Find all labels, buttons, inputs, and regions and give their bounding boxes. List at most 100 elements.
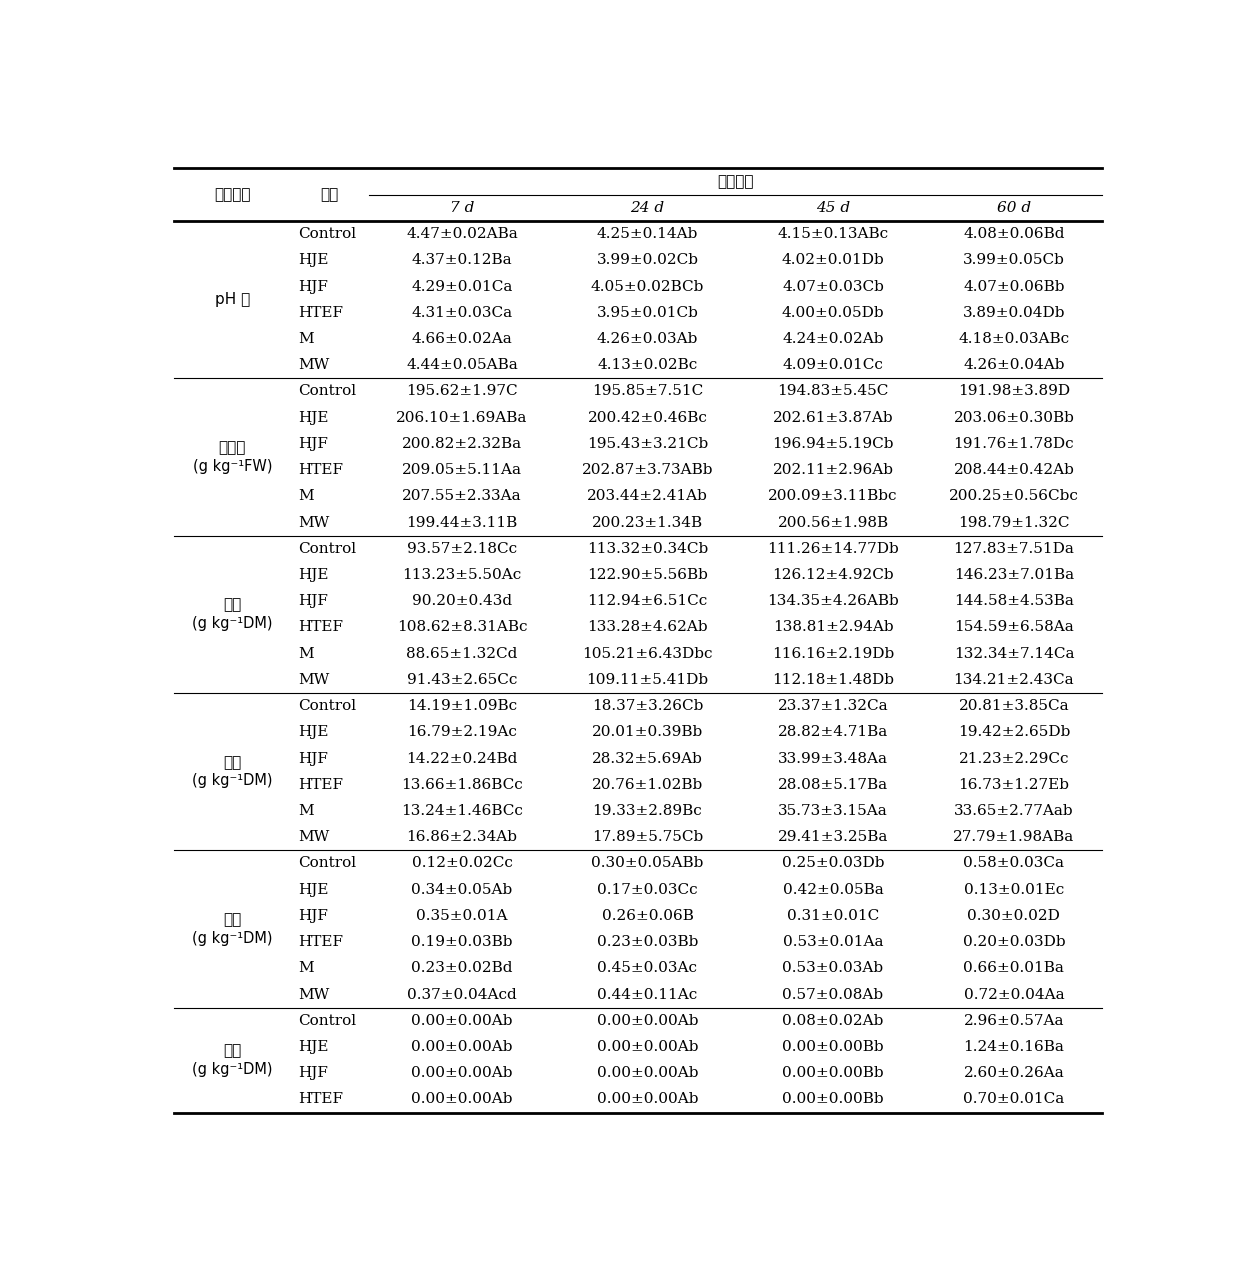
Text: 27.79±1.98ABa: 27.79±1.98ABa <box>954 830 1075 844</box>
Text: 4.15±0.13ABc: 4.15±0.13ABc <box>777 227 889 241</box>
Text: 200.25±0.56Cbc: 200.25±0.56Cbc <box>949 489 1079 503</box>
Text: 132.34±7.14Ca: 132.34±7.14Ca <box>954 647 1074 661</box>
Text: 4.24±0.02Ab: 4.24±0.02Ab <box>782 332 884 346</box>
Text: 202.87±3.73ABb: 202.87±3.73ABb <box>582 464 713 477</box>
Text: 112.94±6.51Cc: 112.94±6.51Cc <box>588 594 708 609</box>
Text: 108.62±8.31ABc: 108.62±8.31ABc <box>397 620 527 634</box>
Text: M: M <box>298 332 314 346</box>
Text: (g kg⁻¹DM): (g kg⁻¹DM) <box>192 616 273 632</box>
Text: 丁酸: 丁酸 <box>223 1043 242 1058</box>
Text: 200.82±2.32Ba: 200.82±2.32Ba <box>402 437 522 451</box>
Text: 203.06±0.30Bb: 203.06±0.30Bb <box>954 410 1074 424</box>
Text: 0.57±0.08Ab: 0.57±0.08Ab <box>782 988 884 1002</box>
Text: 134.35±4.26ABb: 134.35±4.26ABb <box>768 594 899 609</box>
Text: 丙酸: 丙酸 <box>223 912 242 927</box>
Text: 138.81±2.94Ab: 138.81±2.94Ab <box>773 620 893 634</box>
Text: 0.42±0.05Ba: 0.42±0.05Ba <box>782 883 883 897</box>
Text: 4.02±0.01Db: 4.02±0.01Db <box>781 254 884 268</box>
Text: 4.05±0.02BCb: 4.05±0.02BCb <box>590 279 704 293</box>
Text: HJF: HJF <box>298 1066 329 1080</box>
Text: 206.10±1.69ABa: 206.10±1.69ABa <box>397 410 528 424</box>
Text: 20.76±1.02Bb: 20.76±1.02Bb <box>591 778 703 792</box>
Text: HTEF: HTEF <box>298 620 343 634</box>
Text: 200.23±1.34B: 200.23±1.34B <box>591 515 703 529</box>
Text: 191.76±1.78Dc: 191.76±1.78Dc <box>954 437 1074 451</box>
Text: M: M <box>298 805 314 818</box>
Text: 4.18±0.03ABc: 4.18±0.03ABc <box>959 332 1069 346</box>
Text: 0.66±0.01Ba: 0.66±0.01Ba <box>963 961 1064 975</box>
Text: 126.12±4.92Cb: 126.12±4.92Cb <box>773 568 894 582</box>
Text: 88.65±1.32Cd: 88.65±1.32Cd <box>407 647 517 661</box>
Text: HTEF: HTEF <box>298 464 343 477</box>
Text: 33.99±3.48Aa: 33.99±3.48Aa <box>777 751 888 765</box>
Text: 4.31±0.03Ca: 4.31±0.03Ca <box>412 306 512 320</box>
Text: 14.22±0.24Bd: 14.22±0.24Bd <box>407 751 517 765</box>
Text: (g kg⁻¹FW): (g kg⁻¹FW) <box>192 458 272 474</box>
Text: 0.00±0.00Ab: 0.00±0.00Ab <box>412 1092 512 1106</box>
Text: 113.23±5.50Ac: 113.23±5.50Ac <box>402 568 522 582</box>
Text: 202.11±2.96Ab: 202.11±2.96Ab <box>773 464 894 477</box>
Text: 16.86±2.34Ab: 16.86±2.34Ab <box>407 830 517 844</box>
Text: 19.33±2.89Bc: 19.33±2.89Bc <box>593 805 702 818</box>
Text: 0.00±0.00Ab: 0.00±0.00Ab <box>596 1014 698 1028</box>
Text: 202.61±3.87Ab: 202.61±3.87Ab <box>773 410 893 424</box>
Text: 0.00±0.00Ab: 0.00±0.00Ab <box>412 1066 512 1080</box>
Text: 144.58±4.53Ba: 144.58±4.53Ba <box>954 594 1074 609</box>
Text: 4.09±0.01Cc: 4.09±0.01Cc <box>782 359 883 373</box>
Text: 198.79±1.32C: 198.79±1.32C <box>959 515 1070 529</box>
Text: HJE: HJE <box>298 410 329 424</box>
Text: 测定项目: 测定项目 <box>215 187 250 202</box>
Text: 4.13±0.02Bc: 4.13±0.02Bc <box>598 359 698 373</box>
Text: 3.99±0.02Cb: 3.99±0.02Cb <box>596 254 698 268</box>
Text: HJF: HJF <box>298 909 329 923</box>
Text: Control: Control <box>298 227 356 241</box>
Text: 111.26±14.77Db: 111.26±14.77Db <box>768 542 899 556</box>
Text: 18.37±3.26Cb: 18.37±3.26Cb <box>591 698 703 714</box>
Text: 195.85±7.51C: 195.85±7.51C <box>591 384 703 398</box>
Text: 122.90±5.56Bb: 122.90±5.56Bb <box>587 568 708 582</box>
Text: 146.23±7.01Ba: 146.23±7.01Ba <box>954 568 1074 582</box>
Text: 91.43±2.65Cc: 91.43±2.65Cc <box>407 673 517 687</box>
Text: 93.57±2.18Cc: 93.57±2.18Cc <box>407 542 517 556</box>
Text: 0.00±0.00Ab: 0.00±0.00Ab <box>596 1039 698 1053</box>
Text: 0.00±0.00Ab: 0.00±0.00Ab <box>412 1014 512 1028</box>
Text: 24 d: 24 d <box>630 201 665 215</box>
Text: M: M <box>298 489 314 503</box>
Text: MW: MW <box>298 515 330 529</box>
Text: 208.44±0.42Ab: 208.44±0.42Ab <box>954 464 1074 477</box>
Text: M: M <box>298 647 314 661</box>
Text: HJF: HJF <box>298 279 329 293</box>
Text: 209.05±5.11Aa: 209.05±5.11Aa <box>402 464 522 477</box>
Text: 3.99±0.05Cb: 3.99±0.05Cb <box>963 254 1065 268</box>
Text: 0.53±0.01Aa: 0.53±0.01Aa <box>782 935 883 949</box>
Text: 4.26±0.04Ab: 4.26±0.04Ab <box>963 359 1065 373</box>
Text: 4.00±0.05Db: 4.00±0.05Db <box>781 306 884 320</box>
Text: (g kg⁻¹DM): (g kg⁻¹DM) <box>192 1062 273 1077</box>
Text: 0.26±0.06B: 0.26±0.06B <box>601 909 693 923</box>
Text: 0.00±0.00Ab: 0.00±0.00Ab <box>596 1092 698 1106</box>
Text: M: M <box>298 961 314 975</box>
Text: 14.19±1.09Bc: 14.19±1.09Bc <box>407 698 517 714</box>
Text: 28.08±5.17Ba: 28.08±5.17Ba <box>777 778 888 792</box>
Text: 4.07±0.03Cb: 4.07±0.03Cb <box>782 279 884 293</box>
Text: 194.83±5.45C: 194.83±5.45C <box>777 384 889 398</box>
Text: (g kg⁻¹DM): (g kg⁻¹DM) <box>192 931 273 946</box>
Text: HJF: HJF <box>298 751 329 765</box>
Text: HTEF: HTEF <box>298 306 343 320</box>
Text: 2.60±0.26Aa: 2.60±0.26Aa <box>963 1066 1064 1080</box>
Text: 干物质: 干物质 <box>218 441 246 455</box>
Text: pH 值: pH 值 <box>215 292 250 307</box>
Text: 1.24±0.16Ba: 1.24±0.16Ba <box>963 1039 1064 1053</box>
Text: 2.96±0.57Aa: 2.96±0.57Aa <box>963 1014 1064 1028</box>
Text: 29.41±3.25Ba: 29.41±3.25Ba <box>777 830 888 844</box>
Text: 23.37±1.32Ca: 23.37±1.32Ca <box>777 698 888 714</box>
Text: 4.44±0.05ABa: 4.44±0.05ABa <box>405 359 518 373</box>
Text: 4.25±0.14Ab: 4.25±0.14Ab <box>596 227 698 241</box>
Text: 3.89±0.04Db: 3.89±0.04Db <box>962 306 1065 320</box>
Text: 19.42±2.65Db: 19.42±2.65Db <box>957 725 1070 739</box>
Text: 0.23±0.02Bd: 0.23±0.02Bd <box>412 961 512 975</box>
Text: 105.21±6.43Dbc: 105.21±6.43Dbc <box>583 647 713 661</box>
Text: 17.89±5.75Cb: 17.89±5.75Cb <box>591 830 703 844</box>
Text: MW: MW <box>298 673 330 687</box>
Text: 127.83±7.51Da: 127.83±7.51Da <box>954 542 1074 556</box>
